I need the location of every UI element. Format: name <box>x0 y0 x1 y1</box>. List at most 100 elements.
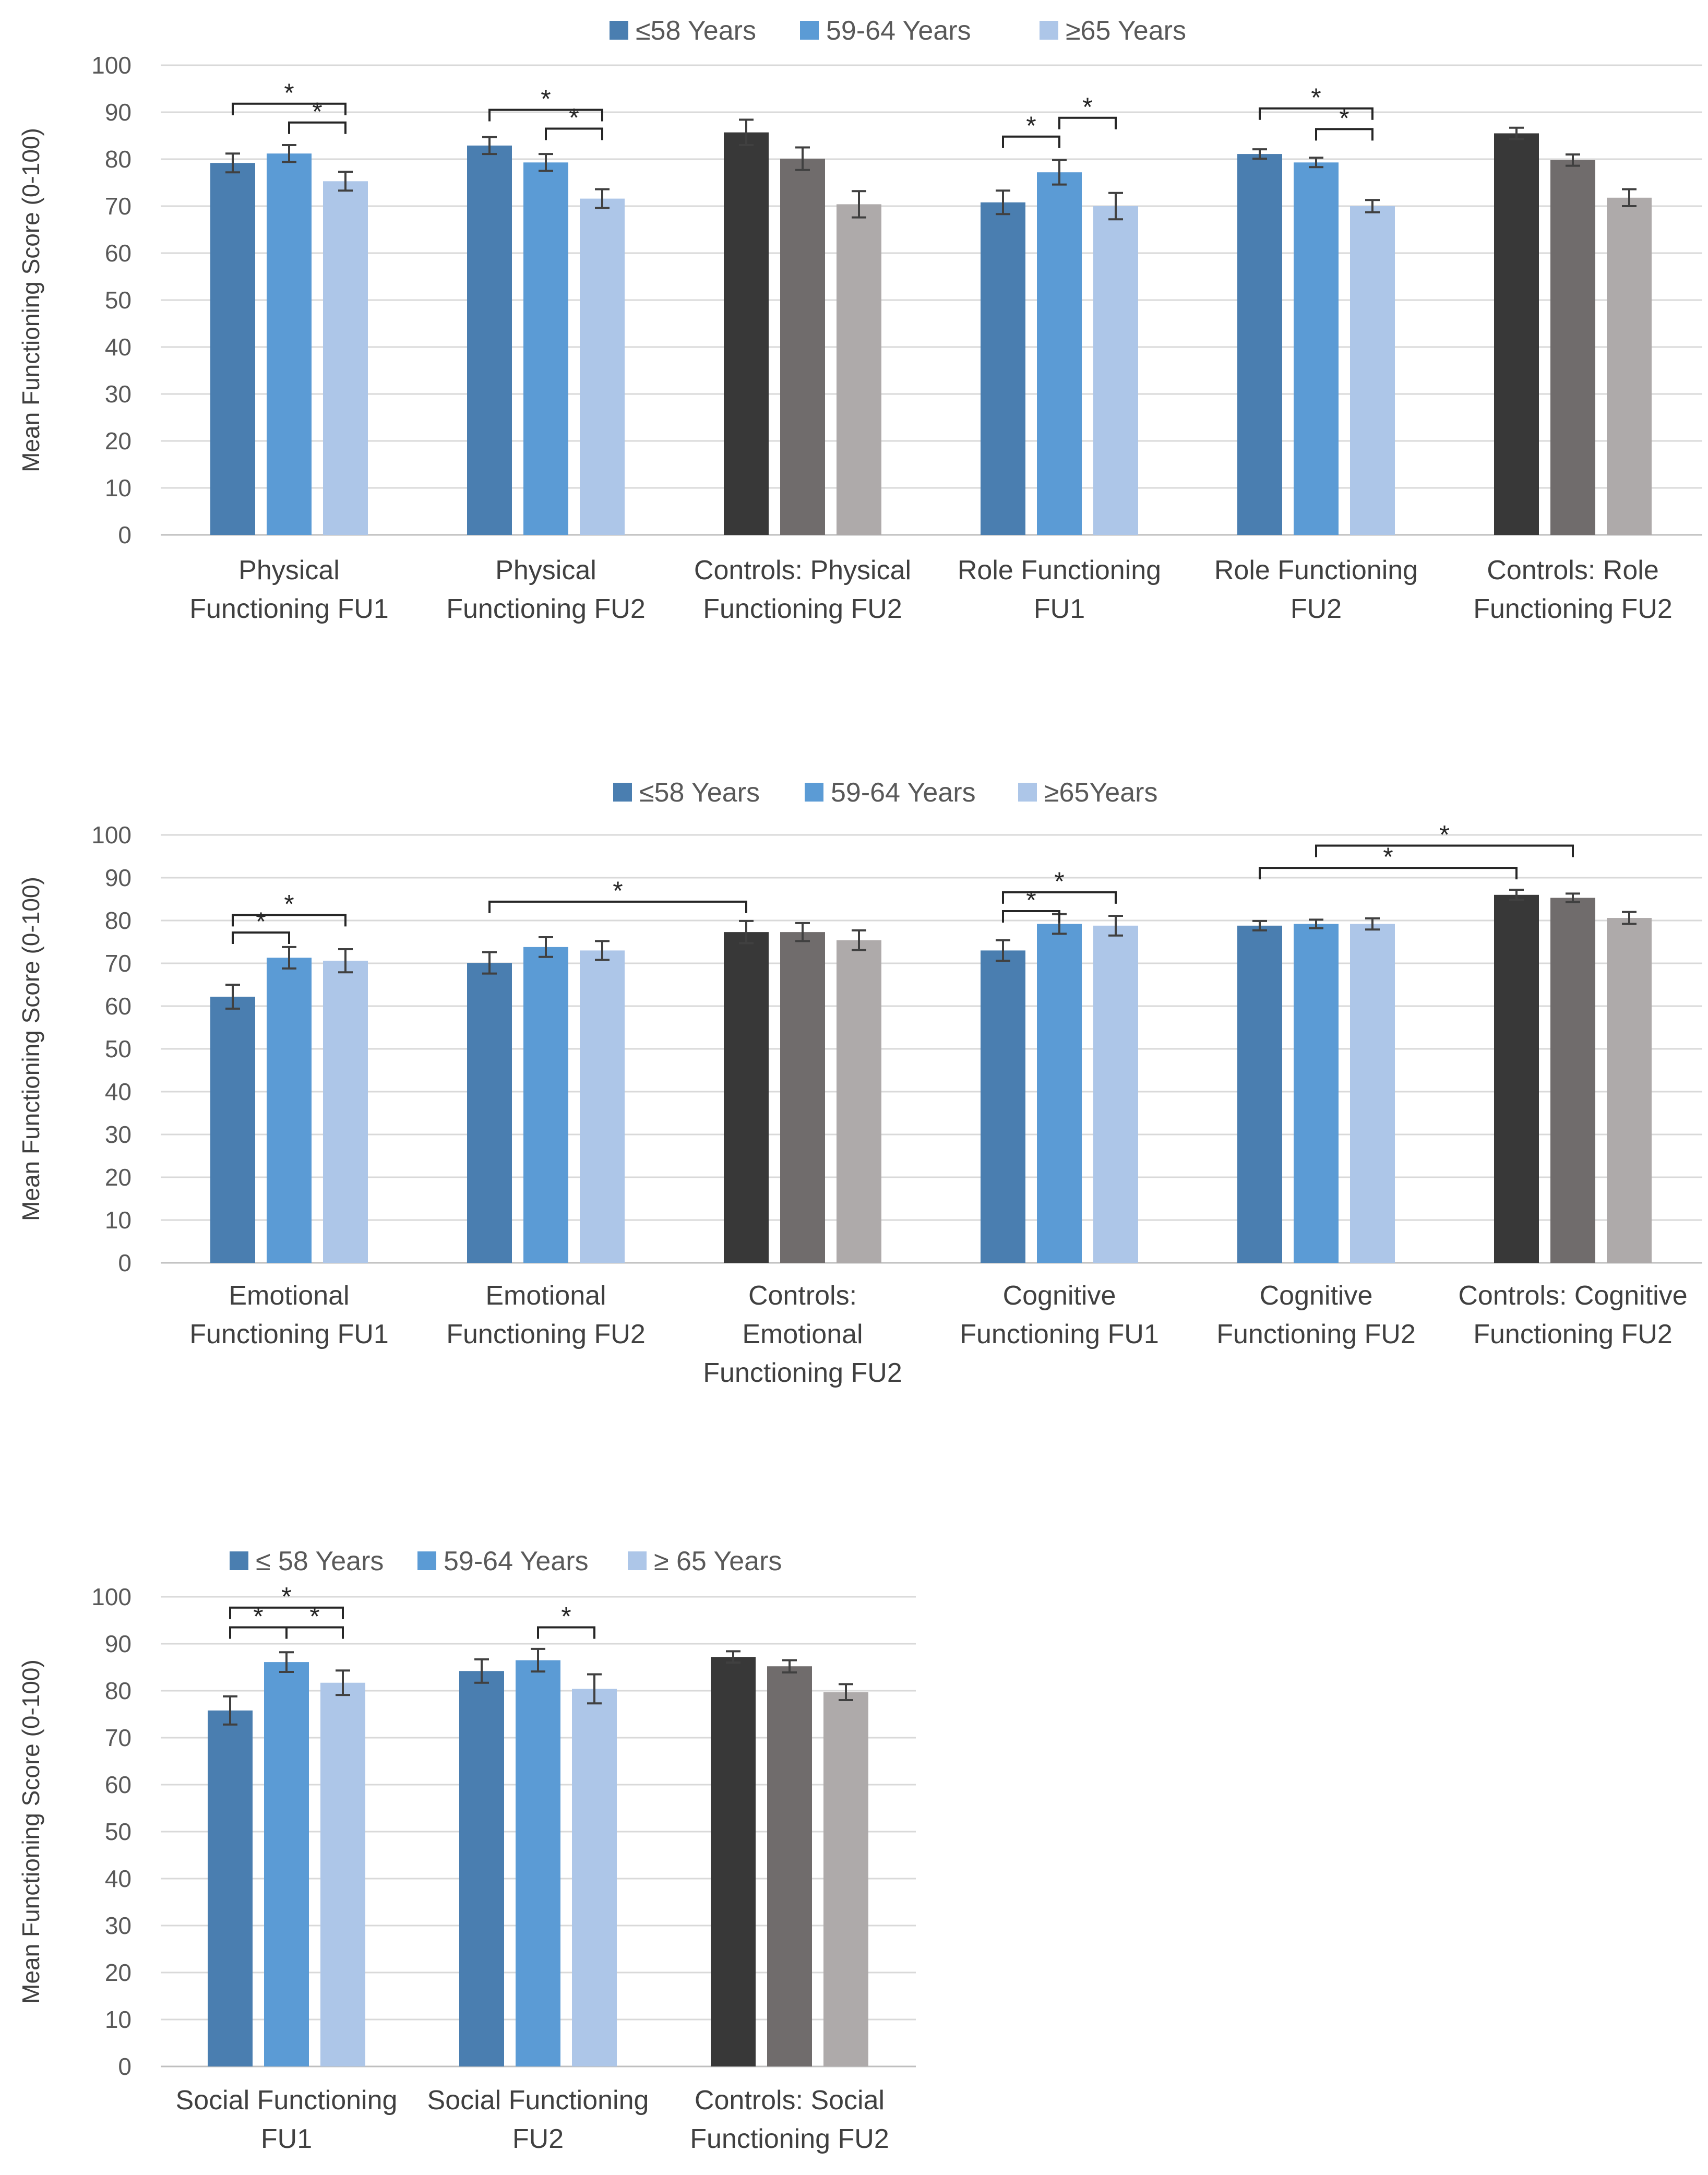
y-tick-label: 100 <box>91 52 132 79</box>
y-tick-label: 20 <box>105 1164 132 1191</box>
category-label: Functioning FU1 <box>189 1319 389 1349</box>
y-axis-label: Mean Functioning Score (0-100) <box>17 128 44 472</box>
y-axis-label: Mean Functioning Score (0-100) <box>17 1659 44 2004</box>
category-label: Controls: Social <box>695 2085 885 2116</box>
significance-bracket <box>1058 116 1117 129</box>
category-label: FU1 <box>1034 594 1085 624</box>
significance-bracket <box>545 127 603 140</box>
y-tick-label: 90 <box>105 864 132 891</box>
legend-label: 59-64 Years <box>831 778 976 808</box>
significance-star: * <box>1082 92 1092 122</box>
legend-label: ≤58 Years <box>639 778 760 808</box>
significance-star: * <box>253 1602 263 1631</box>
category-label: Emotional <box>742 1319 863 1349</box>
category-label: Functioning FU2 <box>1473 594 1673 624</box>
bar <box>1494 133 1539 535</box>
y-tick-label: 60 <box>105 1771 132 1798</box>
bar <box>1037 924 1082 1263</box>
category-label: Emotional <box>485 1281 606 1311</box>
bar <box>267 958 312 1263</box>
category-label: Role Functioning <box>1214 555 1418 585</box>
category-label: Cognitive <box>1260 1281 1373 1311</box>
category-label: Controls: Role <box>1487 555 1658 585</box>
significance-bracket <box>232 931 290 944</box>
legend-label: ≤58 Years <box>636 16 756 46</box>
significance-star: * <box>1054 867 1064 896</box>
legend-swatch <box>417 1551 436 1570</box>
y-axis-label: Mean Functioning Score (0-100) <box>17 877 44 1221</box>
legend-swatch <box>613 783 632 802</box>
significance-bracket <box>488 109 603 122</box>
bar <box>1550 898 1595 1263</box>
significance-star: * <box>561 1602 571 1631</box>
category-label: Functioning FU2 <box>1216 1319 1416 1349</box>
bar <box>1294 162 1339 535</box>
y-tick-label: 0 <box>118 2053 132 2080</box>
significance-bracket <box>1259 867 1518 880</box>
y-tick-label: 20 <box>105 1959 132 1986</box>
bar <box>1494 894 1539 1263</box>
bar <box>467 145 512 535</box>
legend-swatch <box>805 783 823 802</box>
significance-bracket <box>229 1606 344 1619</box>
y-tick-label: 70 <box>105 1724 132 1751</box>
legend-label: 59-64 Years <box>444 1546 589 1576</box>
significance-bracket <box>1315 128 1373 141</box>
category-label: FU1 <box>261 2124 312 2154</box>
significance-bracket <box>285 1626 344 1639</box>
category-label: Functioning FU1 <box>960 1319 1159 1349</box>
bar <box>837 940 881 1263</box>
y-tick-label: 50 <box>105 1035 132 1062</box>
y-tick-label: 40 <box>105 1865 132 1892</box>
significance-star: * <box>1383 842 1393 871</box>
bar <box>1294 924 1339 1263</box>
category-label: Functioning FU1 <box>189 594 389 624</box>
bar <box>981 950 1025 1263</box>
category-label: Functioning FU2 <box>690 2124 889 2154</box>
category-label: Physical <box>495 555 596 585</box>
bar <box>516 1660 560 2066</box>
bar <box>981 202 1025 535</box>
y-tick-label: 100 <box>91 821 132 849</box>
y-tick-label: 90 <box>105 99 132 126</box>
category-label: Social Functioning <box>427 2085 649 2116</box>
legend-swatch <box>800 21 819 40</box>
significance-star: * <box>1439 820 1449 850</box>
significance-bracket <box>1259 107 1373 120</box>
legend-swatch <box>1040 21 1058 40</box>
y-tick-label: 20 <box>105 427 132 455</box>
category-label: Functioning FU2 <box>446 594 646 624</box>
category-label: Controls: Cognitive <box>1458 1281 1687 1311</box>
bar <box>1550 160 1595 535</box>
significance-bracket <box>232 102 347 115</box>
bar <box>1237 925 1282 1263</box>
significance-bracket <box>232 914 347 927</box>
category-label: Controls: Physical <box>694 555 911 585</box>
legend-label: ≥ 65 Years <box>654 1546 782 1576</box>
bar <box>1093 925 1138 1263</box>
legend-label: ≥65 Years <box>1066 16 1186 46</box>
significance-bracket <box>288 121 347 134</box>
y-tick-label: 30 <box>105 1121 132 1148</box>
bar <box>208 1710 253 2066</box>
bar <box>572 1689 617 2066</box>
bar <box>1607 197 1652 535</box>
significance-star: * <box>541 85 551 114</box>
significance-star: * <box>281 1582 291 1611</box>
y-tick-label: 50 <box>105 1818 132 1845</box>
legend-label: 59-64 Years <box>826 16 971 46</box>
significance-star: * <box>613 876 623 905</box>
bar <box>323 961 368 1263</box>
y-tick-label: 70 <box>105 950 132 977</box>
significance-star: * <box>1311 83 1321 112</box>
category-label: Functioning FU2 <box>703 594 902 624</box>
y-tick-label: 60 <box>105 240 132 267</box>
category-label: Functioning FU2 <box>446 1319 646 1349</box>
significance-star: * <box>309 1602 319 1631</box>
significance-bracket <box>537 1626 595 1639</box>
y-tick-label: 30 <box>105 380 132 408</box>
category-label: Social Functioning <box>176 2085 398 2116</box>
bar <box>523 162 568 535</box>
significance-bracket <box>1002 891 1117 904</box>
